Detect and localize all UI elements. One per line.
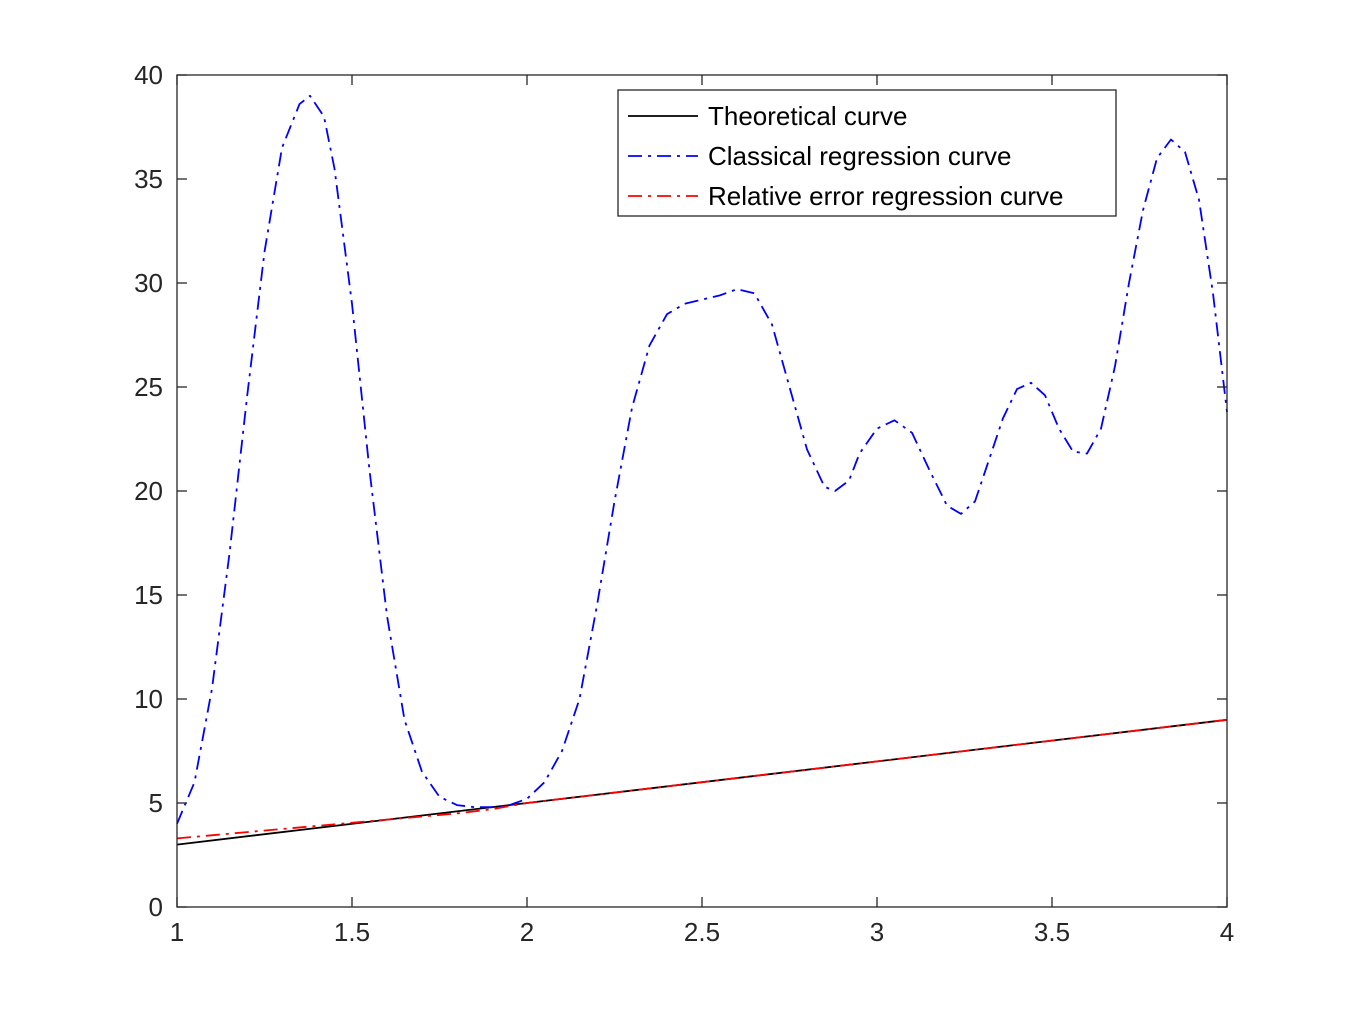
legend-box: [617, 89, 1117, 217]
y-tick-label: 10: [134, 684, 163, 714]
x-tick-label: 2.5: [684, 917, 720, 947]
legend-label-1: Classical regression curve: [708, 141, 1011, 171]
y-tick-label: 35: [134, 164, 163, 194]
x-tick-label: 3: [870, 917, 884, 947]
x-tick-label: 1: [170, 917, 184, 947]
y-tick-label: 30: [134, 268, 163, 298]
x-tick-label: 1.5: [334, 917, 370, 947]
y-tick-label: 5: [149, 788, 163, 818]
x-tick-label: 2: [520, 917, 534, 947]
series-line-2: [176, 718, 1228, 840]
y-tick-label: 0: [149, 892, 163, 922]
legend-label-2: Relative error regression curve: [708, 181, 1063, 211]
y-tick-label: 25: [134, 372, 163, 402]
series-line-1: [176, 94, 1228, 825]
y-tick-label: 15: [134, 580, 163, 610]
x-tick-label: 3.5: [1034, 917, 1070, 947]
legend-label-0: Theoretical curve: [708, 101, 907, 131]
y-tick-label: 20: [134, 476, 163, 506]
legend: Theoretical curve Classical regression cu…: [617, 89, 1117, 217]
y-tick-label: 40: [134, 60, 163, 90]
x-tick-label: 4: [1220, 917, 1234, 947]
series-layer: [176, 94, 1228, 846]
